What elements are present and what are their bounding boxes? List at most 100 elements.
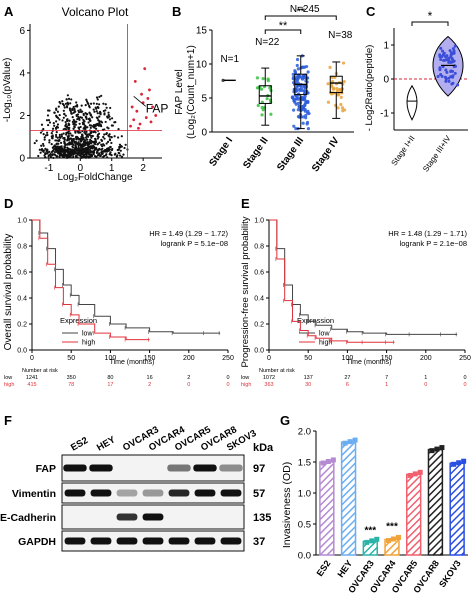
y-tick-label: 0.0 — [298, 551, 311, 562]
volcano-point — [55, 120, 58, 123]
volcano-point — [85, 138, 88, 141]
violin-point — [451, 60, 455, 64]
significance-stars: ** — [279, 20, 288, 32]
lane-label: HEY — [95, 434, 118, 454]
y-tick-label: 1.0 — [254, 218, 264, 225]
risk-count-low: 80 — [107, 375, 113, 381]
significance-bracket — [264, 29, 302, 34]
box-point — [295, 63, 299, 68]
volcano-point — [55, 108, 58, 112]
volcano-point — [118, 145, 121, 149]
significance-stars: *** — [386, 522, 398, 533]
volcano-point — [110, 117, 114, 120]
risk-count-high: 78 — [68, 382, 74, 388]
volcano-point — [91, 134, 94, 138]
volcano-red-point — [143, 67, 147, 71]
replicate-marker — [434, 446, 440, 452]
volcano-point — [102, 102, 105, 105]
volcano-point — [87, 150, 91, 154]
blot-band — [168, 489, 190, 497]
blot-kda: 135 — [253, 512, 271, 524]
risk-count-low: 16 — [147, 375, 153, 381]
volcano-point — [62, 104, 66, 107]
volcano-point — [58, 113, 61, 117]
volcano-point — [105, 132, 108, 135]
blot-band — [194, 537, 216, 545]
risk-count-low: 27 — [344, 375, 350, 381]
volcano-point — [70, 137, 73, 140]
volcano-point — [48, 109, 51, 112]
volcano-point — [81, 110, 84, 113]
risk-count-low: 2 — [187, 375, 190, 381]
blot-kda: 97 — [253, 463, 265, 475]
risk-count-high: 2 — [148, 382, 151, 388]
violin-point — [441, 49, 445, 53]
replicate-marker — [456, 460, 462, 466]
volcano-point — [87, 155, 90, 158]
volcano-point — [110, 136, 113, 139]
y-tick-label: 0.0 — [254, 348, 264, 355]
blot-row-label: FAP — [36, 463, 56, 475]
volcano-point — [76, 149, 79, 152]
volcano-point — [96, 154, 99, 157]
box-point — [296, 67, 300, 71]
volcano-point — [99, 113, 102, 116]
volcano-point — [87, 121, 90, 124]
blot-band — [89, 464, 113, 472]
volcano-point — [96, 98, 99, 101]
volcano-point — [119, 149, 122, 152]
volcano-point — [98, 103, 101, 106]
violin-stage-3-4 — [432, 35, 464, 97]
volcano-point — [65, 133, 68, 136]
box-point — [301, 121, 305, 125]
volcano-point — [45, 148, 48, 152]
western-blot: F kDa ES2 HEY OVCAR3OVCAR4OVCAR5OVCAR8SKOV… — [0, 413, 274, 552]
volcano-point — [95, 102, 98, 105]
volcano-point — [108, 118, 112, 121]
volcano-point — [113, 135, 116, 138]
box-point — [261, 77, 265, 81]
logrank-p: logrank P = 2.1e−08 — [400, 239, 467, 248]
risk-count-low: 0 — [463, 375, 466, 381]
violin-point — [448, 49, 452, 53]
volcano-point — [79, 145, 83, 148]
volcano-point — [76, 113, 80, 116]
volcano-point — [54, 133, 58, 137]
volcano-point — [116, 136, 120, 139]
volcano-point — [98, 121, 101, 124]
violin-point — [439, 57, 443, 61]
volcano-point — [58, 118, 61, 121]
volcano-point — [85, 100, 89, 103]
volcano-point — [101, 147, 104, 150]
volcano-point — [74, 110, 77, 113]
volcano-point — [63, 112, 66, 115]
volcano-point — [83, 156, 86, 159]
volcano-point — [71, 108, 74, 112]
volcano-point — [110, 148, 114, 152]
x-tick-label: HEY — [335, 558, 354, 579]
volcano-point — [63, 147, 66, 150]
volcano-point — [48, 139, 51, 142]
volcano-point — [48, 141, 51, 144]
volcano-point — [82, 118, 85, 121]
volcano-point — [74, 105, 77, 108]
volcano-point — [58, 135, 61, 138]
volcano-red-point — [132, 118, 136, 122]
significance-bracket — [264, 15, 337, 20]
volcano-point — [46, 114, 50, 117]
n-label: N=245 — [290, 4, 320, 15]
volcano-point — [72, 105, 75, 109]
volcano-point — [89, 149, 92, 152]
blot-band — [116, 537, 138, 545]
volcano-point — [77, 144, 80, 147]
blot-band — [116, 513, 138, 521]
volcano-point — [75, 101, 78, 104]
risk-count-low: 1 — [424, 375, 427, 381]
hazard-ratio: HR = 1.49 (1.29 − 1.72) — [149, 229, 228, 238]
volcano-point — [69, 132, 72, 135]
risk-title: Number at risk — [22, 368, 58, 374]
volcano-point — [120, 155, 124, 158]
x-tick-label: ES2 — [315, 558, 333, 578]
volcano-point — [96, 142, 100, 146]
volcano-point — [43, 138, 46, 141]
